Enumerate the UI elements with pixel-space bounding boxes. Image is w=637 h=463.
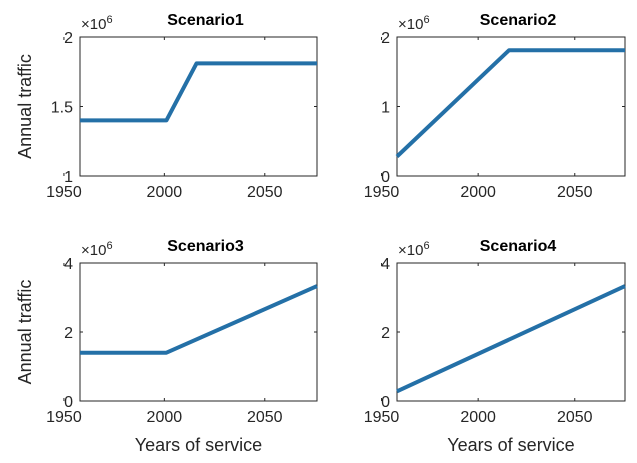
y-tick-label: 2	[381, 30, 390, 47]
x-tick-label: 1950	[46, 184, 82, 201]
y-tick-label: 0	[381, 394, 390, 411]
x-tick-label: 2000	[147, 409, 183, 426]
x-axis-label: Years of service	[447, 435, 574, 455]
x-tick-label: 1950	[46, 409, 82, 426]
x-tick-label: 2000	[460, 184, 496, 201]
x-tick-label: 2050	[247, 184, 283, 201]
y-axis-label: Annual traffic	[15, 280, 35, 385]
subplot-title: Scenario4	[480, 238, 557, 255]
y-multiplier: ×106	[81, 14, 113, 33]
subplot-title: Scenario2	[480, 12, 557, 29]
x-tick-label: 1950	[364, 184, 400, 201]
subplot-title: Scenario1	[167, 12, 244, 29]
y-tick-label: 4	[381, 256, 390, 273]
axes-frame	[79, 36, 318, 177]
series-line-1	[80, 284, 318, 355]
x-tick-label: 2000	[147, 184, 183, 201]
axes-frame	[396, 262, 626, 402]
axes-frame	[396, 36, 626, 177]
series-line-1	[80, 61, 317, 123]
subplot-2: 1950 2000 2050 0 1 2 ×106 Scenario2	[364, 12, 626, 201]
series-line-1	[396, 284, 626, 394]
subplot-title: Scenario3	[167, 238, 244, 255]
y-axis-label: Annual traffic	[15, 54, 35, 159]
x-tick-label: 2050	[247, 409, 283, 426]
y-multiplier: ×106	[81, 240, 113, 259]
y-tick-label: 1	[381, 100, 390, 117]
y-tick-label: 4	[64, 256, 73, 273]
x-tick-label: 2000	[460, 409, 496, 426]
y-tick-label: 0	[381, 169, 390, 186]
y-tick-label: 0	[64, 394, 73, 411]
y-tick-label: 2	[381, 325, 390, 342]
y-multiplier: ×106	[398, 14, 430, 33]
x-axis-label: Years of service	[135, 435, 262, 455]
y-tick-label: 1	[64, 169, 73, 186]
axes-frame	[79, 262, 318, 402]
y-tick-label: 1.5	[51, 100, 73, 117]
x-tick-label: 2050	[557, 409, 593, 426]
y-tick-label: 2	[64, 30, 73, 47]
series-line-1	[395, 48, 625, 158]
y-multiplier: ×106	[398, 240, 430, 259]
subplot-3: 1950 2000 2050 0 2 4 ×106 Scenario3 Annual traff…	[15, 238, 318, 455]
x-tick-label: 2050	[557, 184, 593, 201]
y-tick-label: 2	[64, 325, 73, 342]
subplot-1: 1950 2000 2050 1 1.5 2 ×106 Scenario1 Annual tra…	[15, 12, 318, 201]
x-tick-label: 1950	[364, 409, 400, 426]
subplot-4: 1950 2000 2050 0 2 4 ×106 Scenario4 Years of ser…	[364, 238, 626, 455]
